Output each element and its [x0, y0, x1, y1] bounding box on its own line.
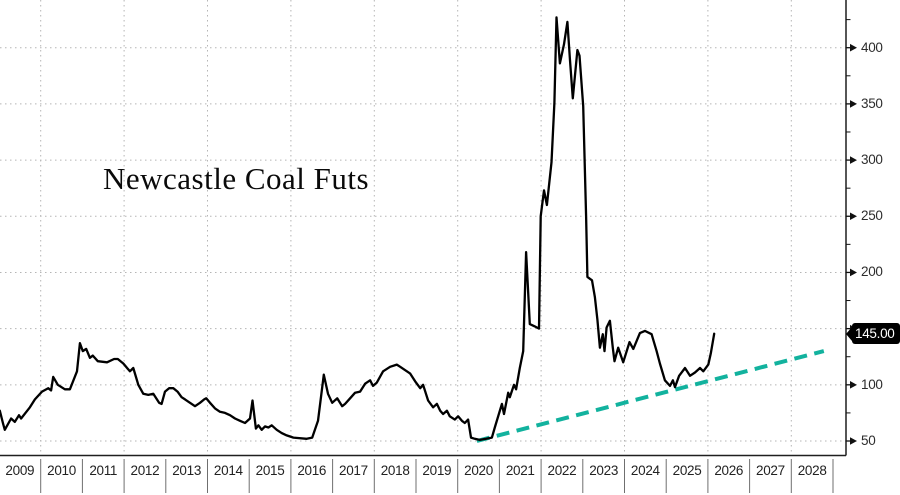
x-axis-year-label: 2013 [172, 463, 202, 478]
last-price-value: 145.00 [852, 323, 900, 344]
x-axis-year-label: 2024 [630, 463, 660, 478]
price-line [0, 16, 716, 442]
x-axis-year-label: 2009 [5, 463, 35, 478]
trend-line [476, 349, 825, 443]
y-axis-label: 50 [861, 433, 876, 448]
x-axis-year-label: 2016 [297, 463, 327, 478]
x-axis-year-label: 2021 [505, 463, 535, 478]
y-tick-arrow-icon [850, 100, 857, 108]
badge-arrow-icon [846, 326, 852, 341]
y-axis-label: 250 [861, 208, 883, 224]
x-axis-year-label: 2025 [672, 463, 702, 478]
y-axis-label: 350 [861, 95, 883, 111]
y-tick-arrow-icon [850, 43, 857, 52]
x-axis-year-label: 2010 [47, 463, 76, 478]
x-axis-year-label: 2027 [756, 463, 785, 478]
x-axis-year-label: 2019 [422, 463, 452, 478]
y-tick-arrow-icon [850, 156, 857, 164]
x-axis-year-label: 2022 [547, 463, 577, 478]
x-axis-year-label: 2011 [89, 463, 118, 478]
y-tick-arrow-icon [850, 437, 857, 445]
x-axis-year-label: 2020 [464, 463, 493, 478]
y-tick-arrow-icon [850, 268, 857, 277]
x-axis-year-label: 2017 [339, 463, 368, 478]
y-axis-label: 100 [861, 376, 883, 392]
x-axis-year-label: 2028 [797, 463, 827, 478]
last-price-badge: 145.00 [846, 323, 900, 344]
x-axis-year-label: 2026 [714, 463, 744, 478]
x-axis-year-label: 2018 [380, 463, 410, 478]
y-axis-label: 400 [861, 39, 883, 55]
y-tick-arrow-icon [850, 212, 857, 221]
y-axis-label: 300 [861, 152, 883, 168]
x-axis-year-label: 2014 [213, 463, 243, 478]
x-axis-year-label: 2012 [130, 463, 160, 478]
y-tick-arrow-icon [850, 381, 857, 389]
x-axis-year-label: 2015 [255, 463, 285, 478]
y-axis-label: 200 [861, 264, 883, 280]
chart-title: Newcastle Coal Futs [103, 161, 370, 196]
x-axis-year-label: 2023 [589, 463, 619, 478]
